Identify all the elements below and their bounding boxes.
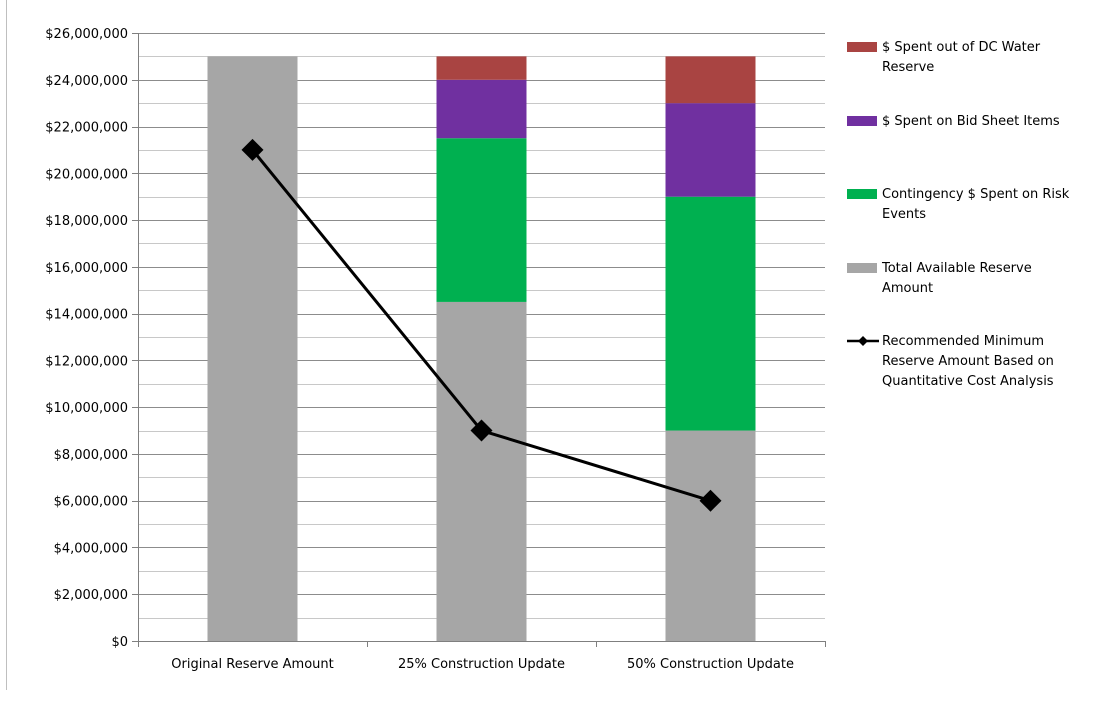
bar-segment-0-2 (665, 430, 756, 641)
axes (6, 0, 826, 690)
y-tick-label: $24,000,000 (45, 74, 128, 89)
y-tick-label: $4,000,000 (54, 541, 128, 556)
x-category-label: 25% Construction Update (398, 657, 565, 672)
legend: $ Spent out of DC Water Reserve $ Spent on… (847, 40, 1070, 389)
legend-swatch (847, 116, 877, 126)
legend-item: $ Spent out of DC Water Reserve (847, 40, 1041, 75)
legend-swatch (847, 263, 877, 273)
y-tick-label: $8,000,000 (54, 448, 128, 463)
y-tick-label: $10,000,000 (45, 401, 128, 416)
line-marker-diamond (470, 419, 493, 442)
y-tick-label: $26,000,000 (45, 27, 128, 42)
y-tick-label: $16,000,000 (45, 261, 128, 276)
legend-swatch (847, 42, 877, 52)
line-marker-diamond (699, 489, 722, 512)
y-tick-label: $18,000,000 (45, 214, 128, 229)
line-marker-diamond (241, 138, 264, 161)
y-tick-label: $14,000,000 (45, 308, 128, 323)
y-tick-label: $22,000,000 (45, 121, 128, 136)
y-tick-label: $6,000,000 (54, 495, 128, 510)
x-category-label: 50% Construction Update (627, 657, 794, 672)
bar-segment-3-1 (436, 56, 527, 80)
axis-labels: $0 $2,000,000 $4,000,000 $6,000,000 $8,000,0… (45, 27, 794, 672)
y-tick-label: $0 (111, 635, 128, 650)
legend-label: $ Spent on Bid Sheet Items (882, 114, 1060, 129)
y-tick-label: $20,000,000 (45, 167, 128, 182)
bar-segment-1-2 (665, 196, 756, 431)
line-series (241, 138, 722, 512)
legend-marker-diamond (858, 336, 868, 346)
bar-segment-1-1 (436, 138, 527, 302)
legend-item: Contingency $ Spent on Risk Events (847, 187, 1070, 222)
bar-segment-2-1 (436, 79, 527, 139)
bars (207, 56, 756, 641)
bar-segment-2-2 (665, 103, 756, 197)
legend-label: $ Spent out of DC Water Reserve (882, 40, 1041, 75)
legend-swatch (847, 189, 877, 199)
x-category-label: Original Reserve Amount (171, 657, 333, 672)
bar-segment-3-2 (665, 56, 756, 104)
y-tick-label: $12,000,000 (45, 354, 128, 369)
legend-label: Recommended Minimum Reserve Amount Based … (882, 334, 1054, 389)
y-tick-label: $2,000,000 (54, 588, 128, 603)
legend-label: Total Available Reserve Amount (881, 261, 1032, 296)
legend-item: $ Spent on Bid Sheet Items (847, 114, 1060, 129)
legend-item: Total Available Reserve Amount (847, 261, 1032, 296)
legend-item: Recommended Minimum Reserve Amount Based … (847, 334, 1054, 389)
legend-label: Contingency $ Spent on Risk Events (882, 187, 1070, 222)
bar-segment-0-1 (436, 301, 527, 641)
